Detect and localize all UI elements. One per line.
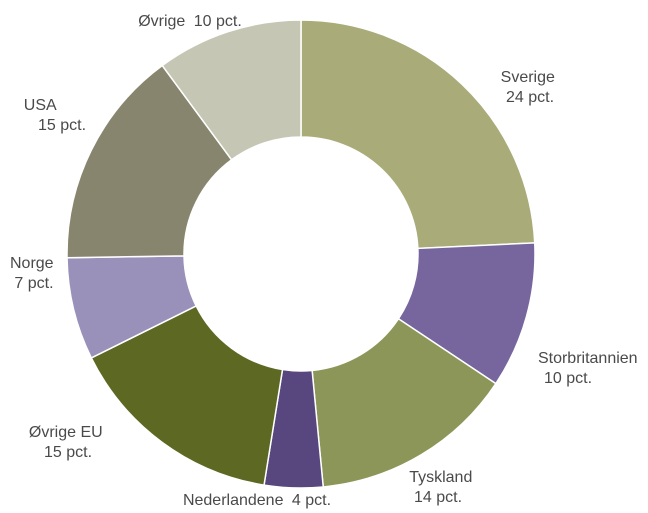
slice-tyskland-2 <box>311 317 497 488</box>
slice-label-oevrige-eu: Øvrige EU 15 pct. <box>29 424 107 461</box>
slice-vrige-7 <box>161 19 302 161</box>
slice-label-oevrige: Øvrige 10 pct. <box>138 13 242 30</box>
slice-label-tyskland: Tyskland 14 pct. <box>409 469 477 506</box>
slice-label-usa: USA 15 pct. <box>24 97 86 134</box>
slice-label-nederlandene: Nederlandene 4 pct. <box>183 492 331 509</box>
slice-label-storbritannien: Storbritannien 10 pct. <box>538 350 642 387</box>
donut-slices <box>66 19 536 489</box>
slice-label-norge: Norge 7 pct. <box>10 255 58 292</box>
slice-vrige-eu-4 <box>90 304 284 486</box>
slice-usa-6 <box>66 64 233 259</box>
slice-sverige-0 <box>300 19 536 250</box>
slice-label-sverige: Sverige 24 pct. <box>501 69 560 106</box>
